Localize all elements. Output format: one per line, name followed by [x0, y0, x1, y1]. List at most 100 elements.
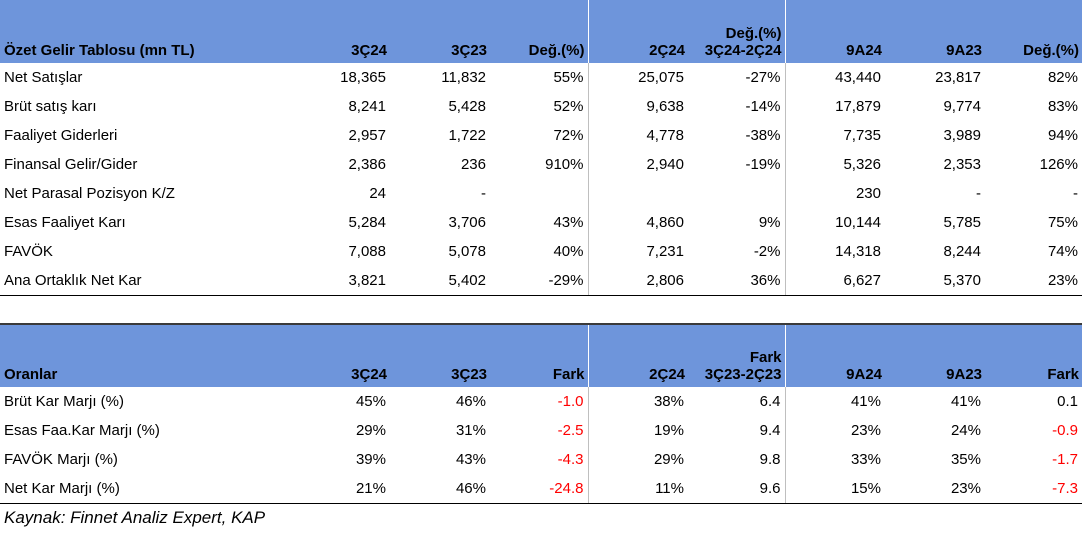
table-cell: 11,832: [441, 69, 486, 86]
table-cell: 23,817: [935, 69, 981, 86]
row-label: Net Kar Marjı (%): [0, 474, 290, 504]
ratios-header-2q24: 2Ç24: [587, 323, 688, 387]
table-cell: 43,440: [784, 63, 885, 92]
table-cell: -14%: [745, 98, 781, 115]
table-row: Esas Faa.Kar Marjı (%) 29% 31% -2.5 19% 9.4 23…: [0, 416, 1082, 445]
table-row: Ana Ortaklık Net Kar 3,821 5,402 -29% 2,806 3…: [0, 266, 1082, 296]
table-cell: 24: [369, 185, 386, 202]
row-label: FAVÖK: [4, 243, 53, 260]
table-cell: -29%: [490, 266, 588, 296]
table-cell: 11%: [587, 474, 688, 504]
ratios-header-9m23: 9A23: [885, 323, 985, 387]
table-cell: 3,706: [448, 214, 486, 231]
table-cell: 2,353: [943, 156, 981, 173]
table-cell: [490, 179, 588, 208]
table-cell: 74%: [1047, 243, 1078, 260]
row-label: Ana Ortaklık Net Kar: [0, 266, 290, 296]
table-cell: -1.0: [557, 393, 584, 410]
table-cell: 33%: [784, 445, 885, 474]
income-header-change: Değ.(%): [490, 0, 588, 63]
row-label: Finansal Gelir/Gider: [4, 156, 138, 173]
income-header-qoq-change: Değ.(%) 3Ç24-2Ç24: [688, 0, 785, 63]
row-label: Brüt Kar Marjı (%): [4, 393, 125, 410]
income-header-9m23: 9A23: [885, 0, 985, 63]
row-label: FAVÖK Marjı (%): [4, 451, 118, 468]
table-cell: 46%: [455, 393, 486, 410]
income-header-3q24: 3Ç24: [290, 0, 390, 63]
table-cell: 2,940: [587, 150, 688, 179]
income-header-9m-change: Değ.(%): [985, 0, 1082, 63]
table-cell: -2%: [753, 243, 781, 260]
row-label: Brüt satış karı: [4, 98, 97, 115]
table-cell: 82%: [1047, 69, 1078, 86]
income-header-row: Özet Gelir Tablosu (mn TL) 3Ç24 3Ç23 Değ…: [0, 0, 1082, 63]
table-cell: 5,078: [448, 243, 486, 260]
income-header-label: Özet Gelir Tablosu (mn TL): [0, 0, 290, 63]
table-cell: 10,144: [784, 208, 885, 237]
table-cell: 18,365: [340, 69, 386, 86]
table-row: Finansal Gelir/Gider 2,386 236 910% 2,940 -19…: [0, 150, 1082, 179]
table-row: Brüt satış karı 8,241 5,428 52% 9,638 -14% 17,…: [0, 92, 1082, 121]
table-cell: 5,370: [885, 266, 985, 296]
table-cell: 23%: [985, 266, 1082, 296]
table-cell: 45%: [355, 393, 386, 410]
table-row: Net Satışlar 18,365 11,832 55% 25,075 -27% 43,…: [0, 63, 1082, 92]
income-header-3q23: 3Ç23: [390, 0, 490, 63]
table-row: Brüt Kar Marjı (%) 45% 46% -1.0 38% 6.4 41% 41%…: [0, 387, 1082, 416]
table-cell: 36%: [688, 266, 785, 296]
table-cell: 23%: [784, 416, 885, 445]
table-cell: 6.4: [759, 393, 781, 410]
table-cell: 7,231: [587, 237, 688, 266]
ratios-header-label: Oranlar: [0, 323, 290, 387]
table-cell: [587, 179, 688, 208]
table-cell: 8,241: [348, 98, 386, 115]
table-cell: 5,326: [784, 150, 885, 179]
table-cell: 2,806: [587, 266, 688, 296]
table-cell: 15%: [784, 474, 885, 504]
ratios-header-3q23: 3Ç23: [390, 323, 490, 387]
ratios-header-9m24: 9A24: [784, 323, 885, 387]
table-cell: 7,735: [784, 121, 885, 150]
table-cell: 126%: [1039, 156, 1078, 173]
table-cell: 35%: [950, 451, 981, 468]
table-cell: 5,428: [448, 98, 486, 115]
table-cell: 9.6: [688, 474, 785, 504]
table-cell: 41%: [950, 393, 981, 410]
table-cell: 52%: [553, 98, 584, 115]
table-cell: -38%: [745, 127, 781, 144]
table-cell: -1.7: [1052, 451, 1078, 468]
table-cell: 29%: [355, 422, 386, 439]
table-cell: 72%: [553, 127, 584, 144]
table-cell: 38%: [587, 387, 688, 416]
table-cell: 39%: [355, 451, 386, 468]
table-cell: 9.8: [759, 451, 781, 468]
ratios-header-row: Oranlar 3Ç24 3Ç23 Fark 2Ç24 Fark 3Ç23-2Ç…: [0, 323, 1082, 387]
ratios-header-qoq-diff: Fark 3Ç23-2Ç23: [688, 323, 785, 387]
table-cell: -19%: [745, 156, 781, 173]
table-cell: -2.5: [557, 422, 584, 439]
source-note: Kaynak: Finnet Analiz Expert, KAP: [4, 508, 266, 527]
row-label: Net Parasal Pozisyon K/Z: [4, 185, 175, 202]
table-cell: 4,860: [587, 208, 688, 237]
table-cell: 2,386: [348, 156, 386, 173]
table-cell: [688, 179, 785, 208]
table-cell: -4.3: [557, 451, 584, 468]
table-cell: 43%: [553, 214, 584, 231]
income-table-body: Net Satışlar 18,365 11,832 55% 25,075 -27% 43,…: [0, 63, 1082, 296]
table-cell: 46%: [390, 474, 490, 504]
table-cell: 14,318: [784, 237, 885, 266]
table-row: Net Kar Marjı (%) 21% 46% -24.8 11% 9.6 15% 23%…: [0, 474, 1082, 504]
table-cell: 9,774: [943, 98, 981, 115]
table-cell: 17,879: [784, 92, 885, 121]
income-header-qoq-line2: 3Ç24-2Ç24: [704, 42, 782, 59]
table-cell: 236: [460, 156, 486, 173]
table-cell: 83%: [1047, 98, 1078, 115]
table-cell: 5,785: [943, 214, 981, 231]
table-cell: 8,244: [943, 243, 981, 260]
table-cell: 25,075: [587, 63, 688, 92]
table-cell: 9%: [758, 214, 781, 231]
row-label: Esas Faa.Kar Marjı (%): [4, 422, 160, 439]
table-cell: -: [976, 185, 981, 202]
ratios-header-diff: Fark: [490, 323, 588, 387]
table-row: FAVÖK 7,088 5,078 40% 7,231 -2% 14,318 8,244 74%: [0, 237, 1082, 266]
